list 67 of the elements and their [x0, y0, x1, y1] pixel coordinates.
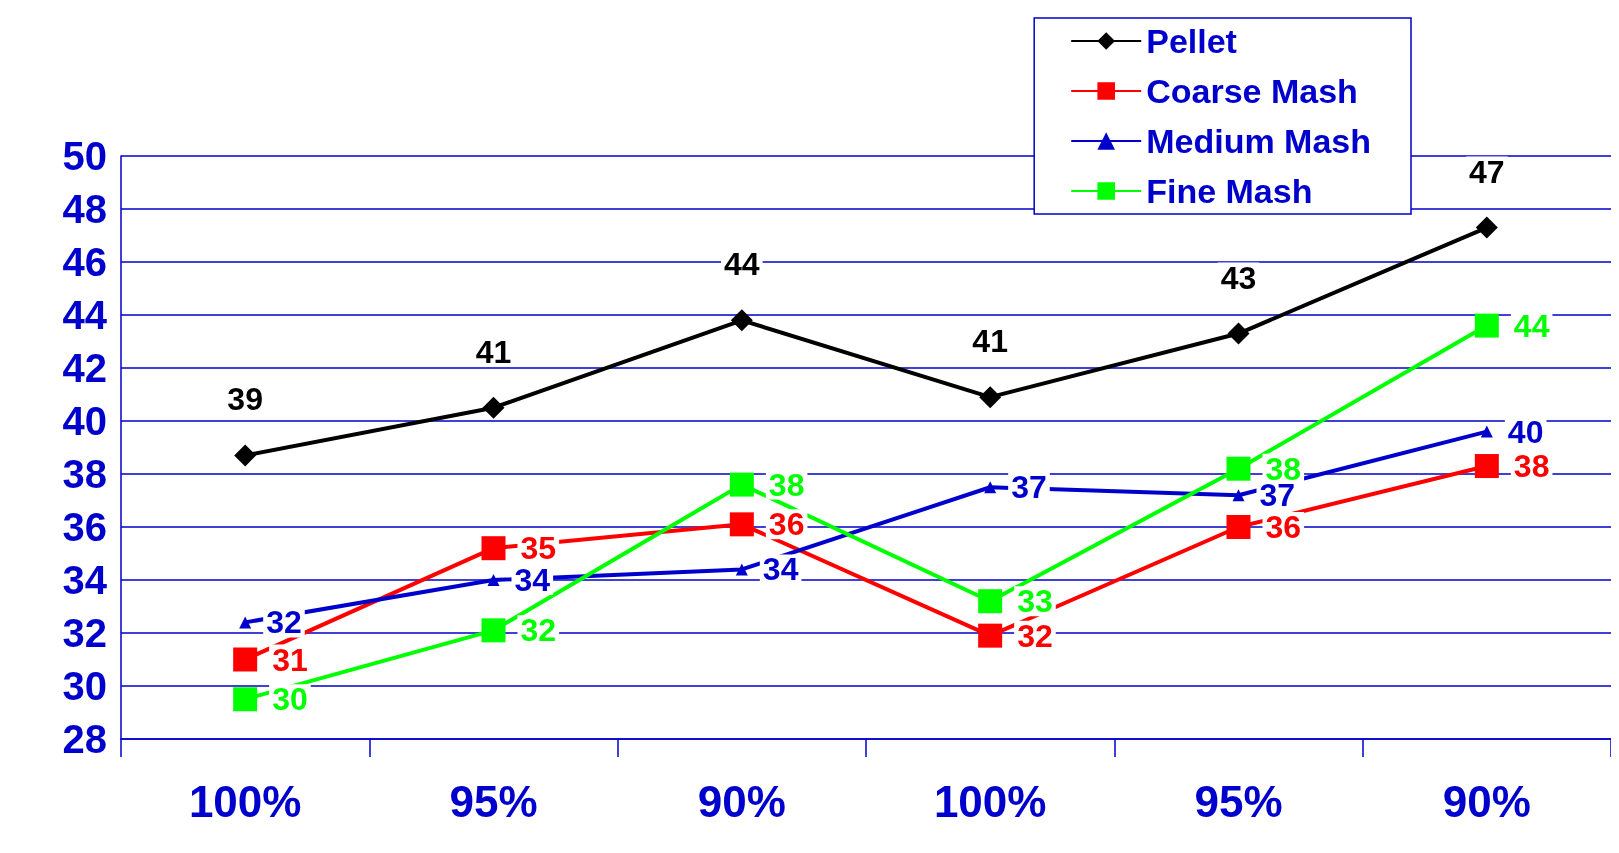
data-label: 47	[1469, 153, 1505, 190]
y-tick-label: 44	[62, 293, 108, 337]
data-label: 36	[1265, 509, 1302, 545]
y-tick-label: 28	[62, 717, 107, 761]
point	[239, 616, 252, 629]
x-tick-label: 95%	[449, 776, 538, 826]
point	[730, 309, 753, 332]
data-label: 34	[762, 551, 799, 588]
data-label: 37	[1011, 469, 1047, 506]
x-tick-label: 100%	[188, 776, 302, 826]
x-tick-label: 90%	[697, 776, 786, 826]
data-label: 43	[1220, 259, 1257, 296]
y-tick-label: 46	[62, 240, 107, 284]
data-label: 41	[972, 323, 1008, 360]
data-label: 30	[272, 681, 308, 718]
point	[1474, 454, 1499, 479]
point	[1474, 313, 1499, 338]
point	[487, 574, 500, 586]
data-label: 32	[520, 612, 557, 649]
legend-label: Pellet	[1146, 22, 1237, 60]
data-label: 32	[1017, 617, 1053, 654]
point	[1480, 425, 1493, 438]
x-tick-label: 100%	[933, 776, 1047, 826]
point	[1232, 489, 1245, 502]
y-tick-label: 32	[62, 611, 107, 655]
data-label: 40	[1507, 413, 1544, 450]
point	[481, 618, 506, 643]
point	[481, 536, 506, 561]
point	[735, 563, 748, 576]
y-tick-label: 36	[62, 505, 107, 549]
point	[1226, 515, 1251, 539]
point	[1227, 322, 1250, 345]
x-tick-label: 95%	[1194, 776, 1283, 826]
point	[1475, 216, 1498, 239]
y-tick-label: 40	[62, 399, 107, 443]
point	[482, 396, 505, 419]
data-label: 31	[272, 641, 308, 678]
y-tick-label: 30	[62, 664, 107, 708]
data-label: 38	[1513, 448, 1550, 485]
point	[234, 444, 257, 467]
data-label: 34	[514, 562, 551, 598]
point	[729, 472, 754, 497]
data-label: 44	[724, 246, 760, 283]
point	[978, 589, 1003, 614]
y-tick-label: 50	[62, 134, 107, 178]
point	[233, 647, 258, 672]
point	[979, 386, 1002, 409]
legend-label: Fine Mash	[1146, 172, 1313, 210]
y-tick-label: 42	[62, 346, 107, 390]
point	[984, 481, 997, 494]
x-tick-label: 90%	[1442, 776, 1531, 826]
point	[1226, 456, 1251, 481]
point	[729, 512, 754, 537]
y-tick-label: 48	[62, 187, 107, 231]
data-label: 39	[227, 381, 263, 418]
data-label: 32	[266, 604, 302, 641]
data-label: 36	[768, 506, 805, 543]
legend-label: Medium Mash	[1146, 122, 1372, 160]
y-tick-label: 38	[62, 452, 107, 496]
y-tick-label: 34	[62, 558, 108, 602]
data-label: 41	[475, 333, 512, 370]
data-label: 38	[768, 466, 805, 503]
data-label: 44	[1513, 307, 1550, 344]
point	[978, 623, 1003, 648]
legend-label: Coarse Mash	[1146, 72, 1358, 110]
data-label: 33	[1017, 583, 1053, 620]
point	[233, 687, 258, 712]
